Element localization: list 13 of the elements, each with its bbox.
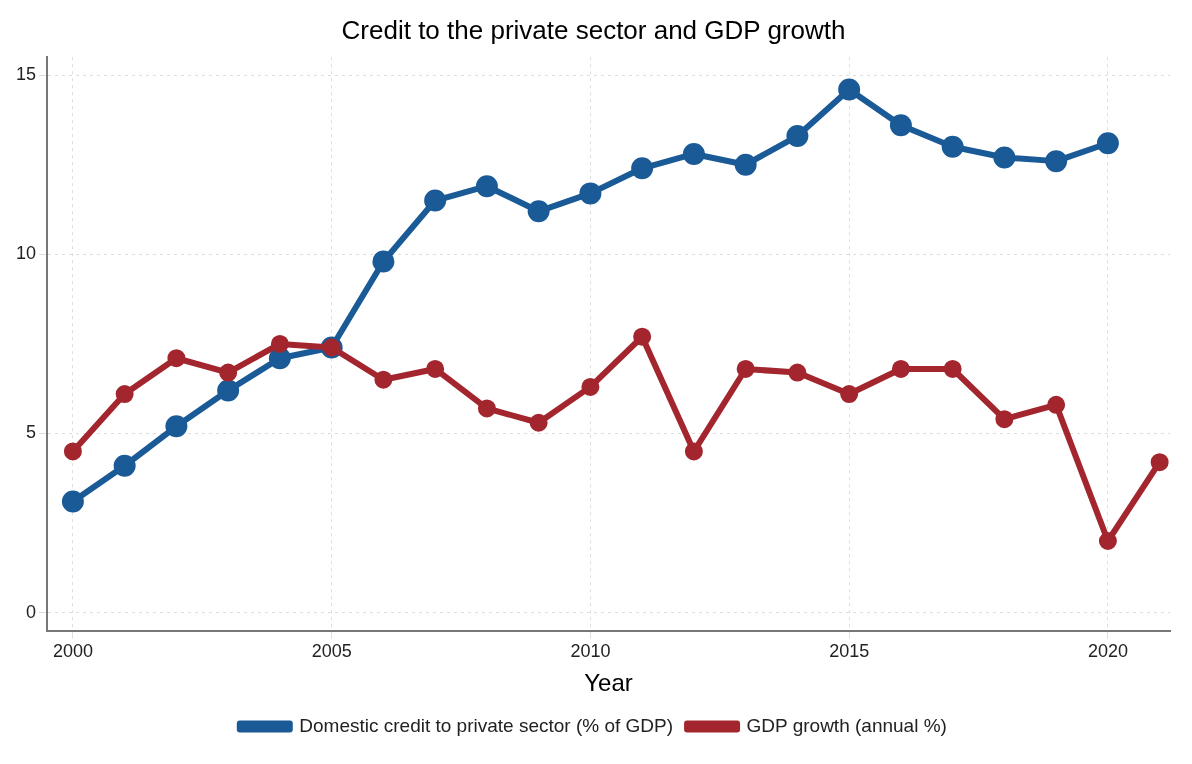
y-tick-label: 5 bbox=[26, 422, 37, 443]
y-tick-label: 15 bbox=[15, 64, 37, 85]
x-axis-title: Year bbox=[584, 669, 633, 697]
y-tick-label: 0 bbox=[26, 601, 37, 622]
x-tick-label: 2005 bbox=[311, 641, 352, 662]
x-tick-label: 2020 bbox=[1087, 641, 1128, 662]
y-tick-label: 10 bbox=[15, 243, 37, 264]
legend-label: Domestic credit to private sector (% of GDP) bbox=[299, 714, 674, 736]
chart-title: Credit to the private sector and GDP growth bbox=[341, 14, 846, 45]
x-tick-label: 2015 bbox=[829, 641, 870, 662]
x-tick-label: 2000 bbox=[52, 641, 93, 662]
legend-label: GDP growth (annual %) bbox=[746, 714, 947, 736]
x-tick-label: 2010 bbox=[570, 641, 611, 662]
